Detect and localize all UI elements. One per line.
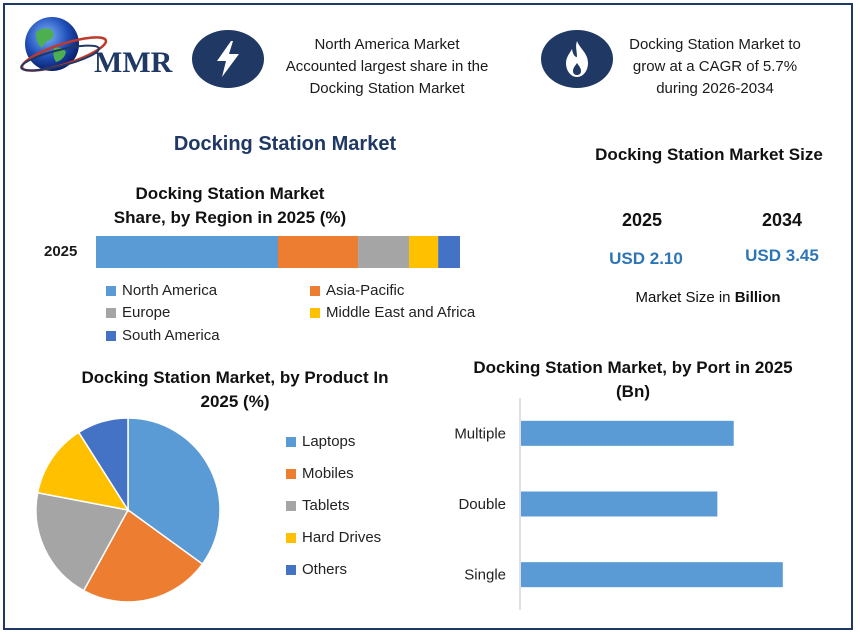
port-title-line1: Docking Station Market, by Port in 2025	[473, 358, 793, 377]
pie-legend-laptops: Laptops	[286, 433, 355, 450]
market-size-value-1: USD 2.10	[609, 249, 683, 268]
pie-slice-tablets	[35, 491, 130, 592]
swatch-hard-drives	[286, 532, 296, 543]
market-size-unit: Market Size in Billion	[600, 289, 816, 306]
port-tick-label-single: Single	[464, 567, 506, 584]
info1-line2: Accounted largest share in the	[285, 58, 489, 75]
pie-legend-label: Mobiles	[302, 465, 354, 482]
region-bar-segment-1	[278, 236, 359, 268]
pie-slice-hard-drives	[36, 431, 130, 512]
pie-legend-label: Tablets	[302, 497, 350, 514]
swatch-laptops	[286, 436, 296, 447]
port-bar-multiple	[521, 420, 734, 446]
port-bar-double	[521, 491, 718, 517]
pie-legend-tablets: Tablets	[286, 497, 350, 514]
info1-line1: North America Market	[314, 36, 460, 53]
product-chart-title: Docking Station Market, by Product In 20…	[60, 366, 410, 414]
unit-bold: Billion	[734, 289, 781, 306]
port-title-line2: (Bn)	[616, 382, 650, 401]
swatch-asia-pacific	[310, 285, 320, 296]
market-size-year-2: 2034	[761, 210, 803, 230]
region-stacked-bar	[96, 236, 460, 268]
region-title-line2: Share, by Region in 2025 (%)	[113, 208, 347, 227]
market-size-value-2: USD 3.45	[745, 246, 819, 265]
header-info-2: Docking Station Market to grow at a CAGR…	[620, 34, 810, 100]
pie-slice-mobiles	[82, 508, 204, 603]
infographic-frame	[3, 3, 853, 630]
globe-icon	[20, 17, 108, 72]
lightning-badge	[192, 30, 264, 88]
swatch-south-america	[106, 330, 116, 341]
legend-europe: Europe	[106, 304, 170, 321]
product-title-line2: 2025 (%)	[200, 392, 270, 411]
flame-badge	[541, 30, 613, 88]
product-title-line1: Docking Station Market, by Product In	[81, 368, 389, 387]
legend-south-america: South America	[106, 327, 220, 344]
legend-label: Middle East and Africa	[326, 304, 476, 321]
info2-line1: Docking Station Market to	[629, 36, 801, 53]
legend-label: North America	[122, 282, 218, 299]
legend-mea: Middle East and Africa	[310, 304, 475, 321]
pie-legend-mobiles: Mobiles	[286, 465, 354, 482]
port-bar-chart: Multiple Double Single	[454, 398, 783, 610]
legend-label: Asia-Pacific	[326, 282, 405, 299]
flame-icon	[566, 41, 588, 77]
market-size-title: Docking Station Market Size	[595, 145, 823, 164]
product-pie-chart	[35, 418, 221, 603]
region-bar-segment-3	[409, 236, 439, 268]
header-info-1: North America Market Accounted largest s…	[268, 34, 506, 100]
swatch-mea	[310, 307, 320, 318]
unit-prefix: Market Size in	[635, 289, 735, 306]
port-tick-label-double: Double	[458, 496, 506, 513]
region-bar-segment-0	[96, 236, 278, 268]
region-title-line1: Docking Station Market	[135, 184, 325, 203]
market-size-year-1: 2025	[621, 210, 663, 230]
lightning-icon	[217, 41, 239, 77]
port-tick-label-multiple: Multiple	[454, 425, 506, 442]
swatch-europe	[106, 307, 116, 318]
pie-legend-others: Others	[286, 561, 347, 578]
swatch-north-america	[106, 285, 116, 296]
pie-legend-label: Others	[302, 561, 348, 578]
logo-text: MMR	[94, 46, 173, 79]
region-category-label: 2025	[44, 243, 78, 260]
main-title: Docking Station Market	[173, 133, 397, 155]
swatch-tablets	[286, 500, 296, 511]
region-bar-segment-4	[438, 236, 460, 268]
pie-slice-laptops	[127, 418, 221, 566]
swatch-others	[286, 564, 296, 575]
mmr-logo: MMR	[14, 14, 174, 80]
pie-legend-label: Laptops	[302, 433, 356, 450]
pie-slice-others	[77, 418, 129, 513]
pie-legend-label: Hard Drives	[302, 529, 382, 546]
legend-asia-pacific: Asia-Pacific	[310, 282, 404, 299]
pie-legend-hard-drives: Hard Drives	[286, 529, 381, 546]
info1-line3: Docking Station Market	[309, 80, 465, 97]
port-bar-single	[521, 562, 783, 588]
region-chart-title: Docking Station Market Share, by Region …	[90, 182, 370, 230]
region-bar-segment-2	[358, 236, 410, 268]
legend-north-america: North America	[106, 282, 217, 299]
info2-line3: during 2026-2034	[656, 80, 774, 97]
info2-line2: grow at a CAGR of 5.7%	[632, 58, 798, 75]
port-chart-title: Docking Station Market, by Port in 2025 …	[458, 356, 808, 404]
legend-label: Europe	[122, 304, 171, 321]
legend-label: South America	[122, 327, 220, 344]
swatch-mobiles	[286, 468, 296, 479]
